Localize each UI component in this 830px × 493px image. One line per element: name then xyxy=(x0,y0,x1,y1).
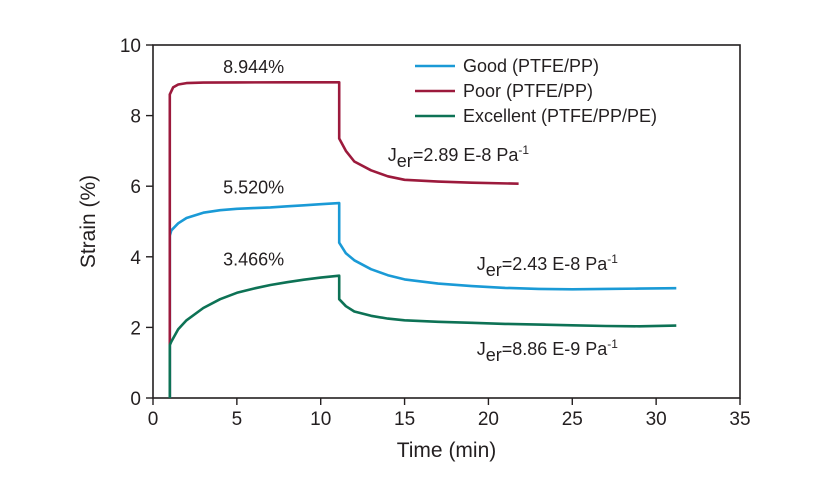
excellent-peak-label: 3.466% xyxy=(223,250,284,270)
x-tick-label: 0 xyxy=(148,409,159,430)
jer-symbol: J xyxy=(477,254,486,274)
jer-superscript: -1 xyxy=(607,337,618,351)
x-tick-label: 10 xyxy=(310,409,331,430)
series-line-good xyxy=(168,201,677,398)
plot-area: 0 5 10 15 20 25 30 35 0 2 4 6 8 10 xyxy=(120,36,751,430)
jer-value: =2.43 E-8 Pa xyxy=(502,254,609,274)
x-tick-label: 30 xyxy=(646,409,667,430)
good-peak-label: 5.520% xyxy=(223,177,284,197)
jer-value: =2.89 E-8 Pa xyxy=(413,145,520,165)
jer-subscript: er xyxy=(486,260,502,280)
y-tick-label: 10 xyxy=(120,36,141,57)
y-tick-label: 8 xyxy=(130,107,141,128)
y-tick-label: 6 xyxy=(130,177,141,198)
series-line-excellent xyxy=(168,274,677,398)
y-axis-title: Strain (%) xyxy=(77,175,100,268)
jer-value: =8.86 E-9 Pa xyxy=(502,339,609,359)
y-tick-label: 4 xyxy=(130,248,141,269)
series-layer xyxy=(168,81,677,398)
jer-symbol: J xyxy=(477,339,486,359)
plot-frame xyxy=(152,44,741,399)
legend-label-poor: Poor (PTFE/PP) xyxy=(463,81,593,101)
jer-superscript: -1 xyxy=(607,252,618,266)
x-tick-label: 5 xyxy=(232,409,243,430)
series-line-poor xyxy=(168,81,519,398)
x-tick-label: 35 xyxy=(729,409,750,430)
jer-subscript: er xyxy=(397,151,413,171)
x-tick-label: 15 xyxy=(394,409,415,430)
jer-superscript: -1 xyxy=(518,143,529,157)
legend-label-good: Good (PTFE/PP) xyxy=(463,56,599,76)
jer-subscript: er xyxy=(486,345,502,365)
poor-peak-label: 8.944% xyxy=(223,57,284,77)
legend-label-excellent: Excellent (PTFE/PP/PE) xyxy=(463,106,657,126)
y-tick-label: 0 xyxy=(130,389,141,410)
annotation-layer: 8.944%5.520%3.466%Jer=2.89 E-8 Pa-1Jer=2… xyxy=(223,57,618,365)
legend: Good (PTFE/PP) Poor (PTFE/PP) Excellent (P… xyxy=(415,56,657,126)
poor-jer-label: Jer=2.89 E-8 Pa-1 xyxy=(388,143,530,171)
x-tick-label: 20 xyxy=(478,409,499,430)
good-jer-label: Jer=2.43 E-8 Pa-1 xyxy=(477,252,619,280)
y-tick-label: 2 xyxy=(130,318,141,339)
excellent-jer-label: Jer=8.86 E-9 Pa-1 xyxy=(477,337,619,365)
x-axis-title: Time (min) xyxy=(397,439,497,462)
x-tick-label: 25 xyxy=(562,409,583,430)
jer-symbol: J xyxy=(388,145,397,165)
